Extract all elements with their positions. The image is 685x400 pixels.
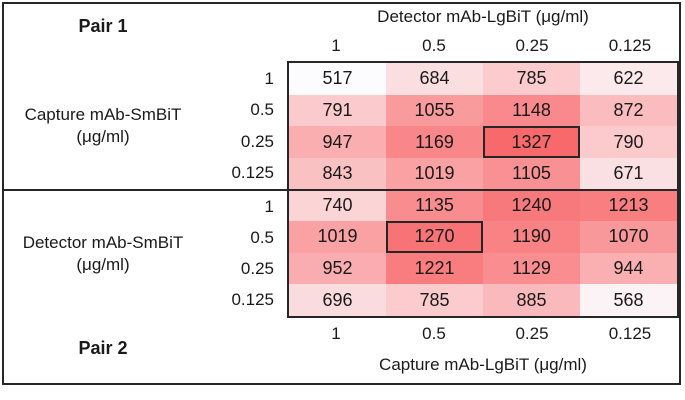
pair2-row-label-1: 1: [264, 196, 274, 216]
heatmap-cell-pair2-r1c3: 1070: [580, 221, 677, 253]
heatmap-cell-pair2-r0c0: 740: [289, 189, 386, 222]
heatmap-cell-pair2-r3c3: 568: [580, 284, 677, 316]
pair2-col-label-1: 1: [331, 323, 341, 343]
heatmap-cell-pair2-r1c2: 1190: [483, 221, 580, 253]
heatmap-cell-pair2-r3c0: 696: [289, 284, 386, 316]
pair1-row-label-1: 1: [264, 68, 274, 88]
pair2-row-labels: 1 0.5 0.25 0.125: [180, 191, 280, 316]
pair1-row-label-2: 0.5: [250, 100, 274, 120]
detector-smbit-axis-label-line2: (μg/ml): [76, 255, 130, 274]
heatmap-cell-pair2-r2c3: 944: [580, 252, 677, 285]
capture-lgbit-axis-title: Capture mAb-LgBiT (μg/ml): [379, 355, 587, 374]
pair2-col-label-3: 0.25: [515, 323, 549, 343]
heatmap-cell-pair1-r2c2: 1327: [483, 126, 580, 158]
heatmap-cell-pair1-r2c1: 1169: [386, 126, 483, 158]
heatmap-cell-pair1-r1c0: 791: [289, 94, 386, 127]
heatmap-cell-pair1-r3c0: 843: [289, 157, 386, 190]
heatmap-cell-pair2-r1c1: 1270: [386, 221, 483, 253]
heatmap-cell-pair1-r0c2: 785: [483, 63, 580, 95]
heatmap-cell-pair2-r2c1: 1221: [386, 252, 483, 285]
heatmap-cell-pair1-r2c0: 947: [289, 126, 386, 158]
pair1-col-label-3: 0.25: [515, 36, 549, 55]
capture-smbit-axis-label-line1: Capture mAb-SmBiT: [24, 105, 182, 124]
pair1-col-label-2: 0.5: [422, 36, 446, 55]
heatmap-cell-pair1-r1c3: 872: [580, 94, 677, 127]
pair2-row-label-2: 0.5: [250, 227, 274, 247]
heatmap-cell-pair1-r3c1: 1019: [386, 157, 483, 190]
pair1-row-label-4: 0.125: [231, 163, 274, 183]
heatmap-cell-pair2-r3c1: 785: [386, 284, 483, 316]
capture-smbit-axis-label: Capture mAb-SmBiT (μg/ml): [6, 104, 200, 148]
pair2-row-label-4: 0.125: [231, 290, 274, 310]
heatmap-cell-pair1-r0c3: 622: [580, 63, 677, 95]
heatmap-cell-pair2-r2c0: 952: [289, 252, 386, 285]
heatmap-cell-pair2-r0c2: 1240: [483, 189, 580, 222]
detector-smbit-axis-label-line1: Detector mAb-SmBiT: [22, 233, 184, 252]
pair-divider-line: [2, 189, 681, 191]
detector-smbit-axis-label: Detector mAb-SmBiT (μg/ml): [6, 232, 200, 276]
pair1-col-label-4: 0.125: [608, 36, 652, 55]
pair2-row-label-3: 0.25: [240, 259, 274, 279]
pair2-label: Pair 2: [78, 338, 128, 358]
capture-smbit-axis-label-line2: (μg/ml): [76, 127, 130, 146]
heatmap-cell-pair1-r0c0: 517: [289, 63, 386, 95]
heatmap-cell-pair1-r1c2: 1148: [483, 94, 580, 127]
pair1-column-labels: 1 0.5 0.25 0.125: [287, 31, 679, 61]
heatmap-cell-pair1-r3c2: 1105: [483, 157, 580, 190]
heatmap-cell-pair1-r0c1: 684: [386, 63, 483, 95]
heatmap-cell-pair2-r3c2: 885: [483, 284, 580, 316]
heatmap-grid: 517 684 785 622 791 1055 1148 872 947 1169 1327 790…: [287, 61, 679, 318]
pair2-col-label-2: 0.5: [422, 323, 446, 343]
heatmap-cell-pair1-r2c3: 790: [580, 126, 677, 158]
figure-border: [2, 2, 681, 385]
pair2-col-label-4: 0.125: [608, 323, 652, 343]
heatmap-cell-pair1-r3c3: 671: [580, 157, 677, 190]
heatmap-cell-pair1-r1c1: 1055: [386, 94, 483, 127]
heatmap-cell-pair2-r0c3: 1213: [580, 189, 677, 222]
pair1-label: Pair 1: [78, 16, 128, 36]
pair1-col-label-1: 1: [331, 36, 341, 55]
pair2-column-labels: 1 0.5 0.25 0.125: [287, 318, 679, 349]
pair1-row-labels: 1 0.5 0.25 0.125: [180, 63, 280, 189]
heatmap-cell-pair2-r2c2: 1129: [483, 252, 580, 285]
heatmap-cell-pair2-r0c1: 1135: [386, 189, 483, 222]
heatmap-cell-pair2-r1c0: 1019: [289, 221, 386, 253]
detector-lgbit-axis-title: Detector mAb-LgBiT (μg/ml): [377, 7, 589, 26]
pair1-row-label-3: 0.25: [240, 131, 274, 151]
